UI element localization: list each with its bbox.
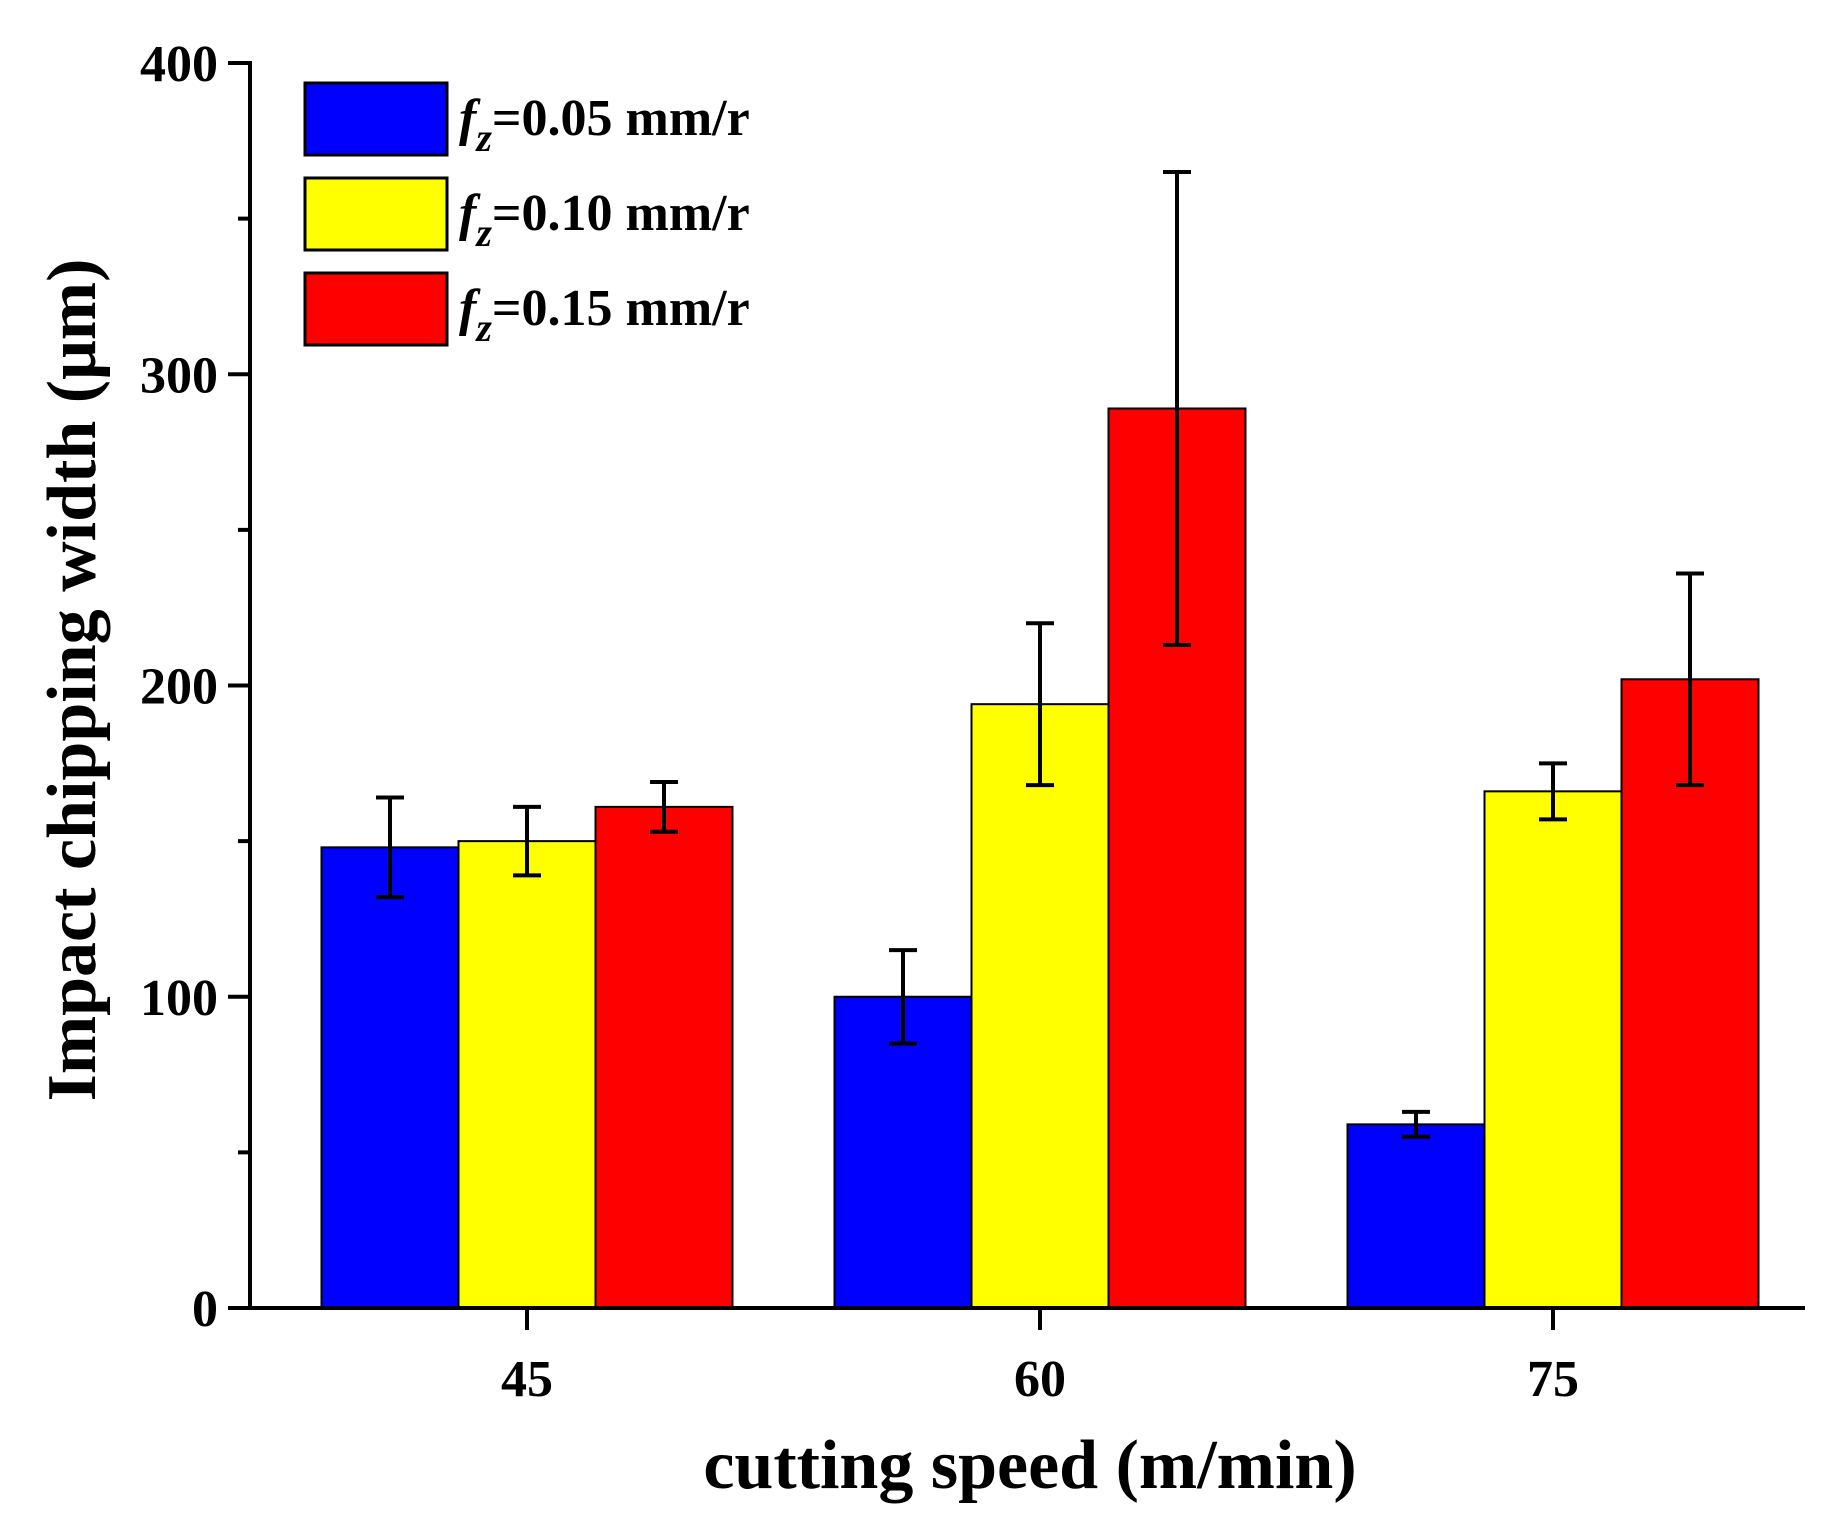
y-tick-label: 400 (140, 36, 218, 93)
error-bar-s2-60 (1026, 621, 1054, 788)
error-bar-s1-60 (889, 948, 917, 1046)
bar-s1-45 (320, 846, 460, 1309)
legend-label: fz=0.10 mm/r (459, 185, 750, 255)
error-bars-layer (376, 169, 1704, 1139)
legend-label: fz=0.15 mm/r (459, 280, 750, 350)
x-tick-label: 75 (1527, 1351, 1579, 1408)
y-tick-label: 200 (140, 659, 218, 716)
y-axis-title: Impact chipping width (μm) (34, 259, 111, 1102)
legend-swatch (303, 81, 449, 157)
x-tick-label: 45 (501, 1351, 553, 1408)
axes-layer: 0 100 200 300 400 45 60 75 (140, 36, 1805, 1408)
error-bar-s2-45 (513, 804, 541, 878)
x-axis-title: cutting speed (m/min) (703, 1427, 1356, 1504)
legend-item-3: fz=0.15 mm/r (303, 271, 750, 350)
error-bar-s3-60 (1163, 169, 1191, 648)
error-bar-s1-45 (376, 795, 404, 900)
bar-s2-60 (970, 703, 1110, 1309)
legend-swatch (303, 271, 449, 347)
bars-layer (320, 407, 1760, 1310)
bar-s3-45 (594, 805, 734, 1309)
error-bar-s3-45 (650, 779, 678, 834)
error-bar-s2-75 (1539, 761, 1567, 822)
y-tick-label: 300 (140, 347, 218, 404)
bar-s1-60 (833, 995, 973, 1309)
legend-label: fz=0.05 mm/r (459, 90, 750, 160)
bar-s2-45 (457, 840, 597, 1309)
error-bar-s3-75 (1676, 571, 1704, 788)
legend-item-2: fz=0.10 mm/r (303, 176, 750, 255)
error-bar-s1-75 (1402, 1109, 1430, 1139)
legend: fz=0.05 mm/r fz=0.10 mm/r fz=0.15 mm/r (303, 81, 750, 350)
bar-s2-75 (1483, 790, 1623, 1309)
y-tick-label: 0 (192, 1281, 218, 1338)
x-tick-label: 60 (1014, 1351, 1066, 1408)
y-tick-label: 100 (140, 970, 218, 1027)
bar-s1-75 (1346, 1123, 1486, 1310)
legend-swatch (303, 176, 449, 252)
legend-item-1: fz=0.05 mm/r (303, 81, 750, 160)
